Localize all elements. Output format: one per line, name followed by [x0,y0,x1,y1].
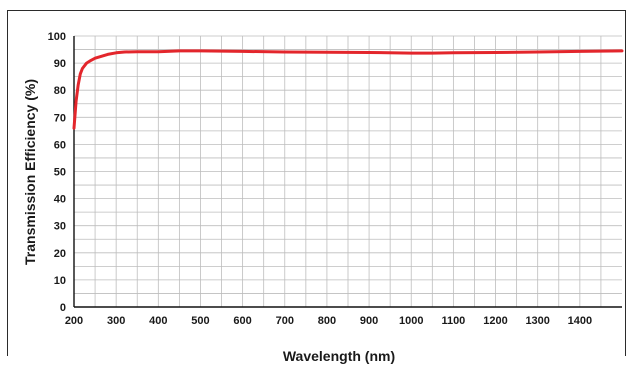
x-tick-label: 500 [191,315,209,327]
x-tick-label: 400 [149,315,167,327]
y-tick-label: 20 [54,248,66,260]
series-line-transmission [72,49,624,130]
x-tick-label: 900 [360,315,378,327]
grid-lines [74,35,622,307]
x-tick-label: 1100 [441,315,465,327]
x-tick-label: 700 [276,315,294,327]
x-tick-labels: 200 300 400 500 600 700 800 900 1000 1100 1200 1300… [65,315,592,327]
y-tick-label: 60 [54,139,66,151]
chart-frame [7,10,626,356]
x-axis-title: Wavelength (nm) [283,348,395,364]
y-tick-label: 50 [54,167,66,179]
y-tick-label: 80 [54,85,66,97]
series-layer [72,49,624,130]
x-tick-label: 200 [65,315,83,327]
y-tick-labels: 0 10 20 30 40 50 60 70 80 90 100 [48,31,66,314]
y-tick-label: 70 [54,112,66,124]
y-tick-label: 100 [48,31,66,43]
x-tick-label: 1300 [525,315,549,327]
axes [73,36,622,308]
x-tick-label: 800 [318,315,336,327]
y-tick-label: 30 [54,221,66,233]
y-tick-label: 10 [54,275,66,287]
y-tick-label: 0 [60,302,66,314]
y-tick-label: 90 [54,58,66,70]
y-tick-label: 40 [54,194,66,206]
x-tick-label: 1000 [399,315,423,327]
x-tick-label: 600 [233,315,251,327]
x-tick-label: 1200 [483,315,507,327]
y-axis-title: Transmission Efficiency (%) [22,79,38,265]
x-tick-label: 1400 [568,315,592,327]
x-tick-label: 300 [107,315,125,327]
